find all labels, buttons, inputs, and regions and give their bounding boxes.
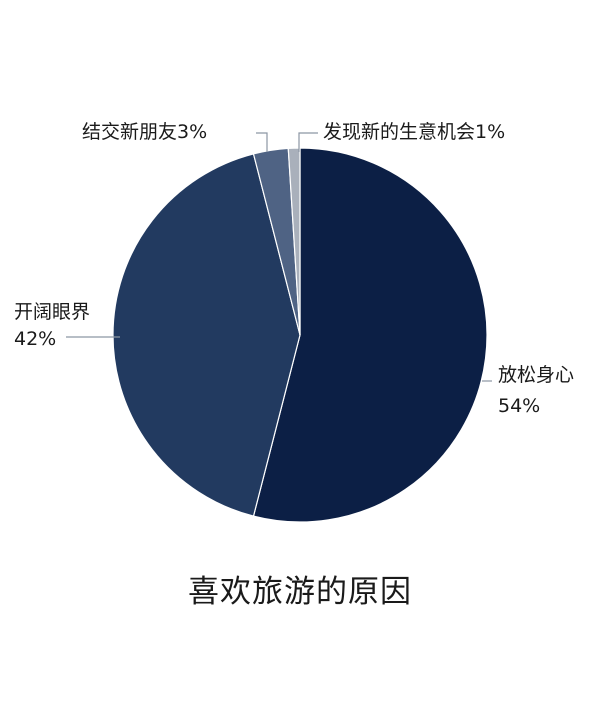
chart-title: 喜欢旅游的原因 (188, 574, 412, 610)
slice-value-label: 42% (14, 328, 56, 350)
slice-value-label: 54% (498, 395, 540, 417)
leader-line (256, 132, 268, 152)
slice-category-label: 放松身心 (498, 364, 574, 386)
slice-category-label: 开阔眼界 (14, 301, 90, 323)
pie-slice (252, 147, 488, 523)
pie-slices (112, 147, 488, 523)
pie-slice (287, 147, 301, 336)
leader-lines (66, 132, 492, 382)
pie-slice (112, 153, 301, 517)
slice-category-label: 发现新的生意机会1% (323, 121, 505, 143)
slice-category-label: 结交新朋友3% (82, 121, 207, 143)
slice-labels: 放松身心 54% 开阔眼界 42% 结交新朋友3% 发现新的生意机会1% (14, 121, 574, 417)
leader-line (298, 132, 318, 152)
